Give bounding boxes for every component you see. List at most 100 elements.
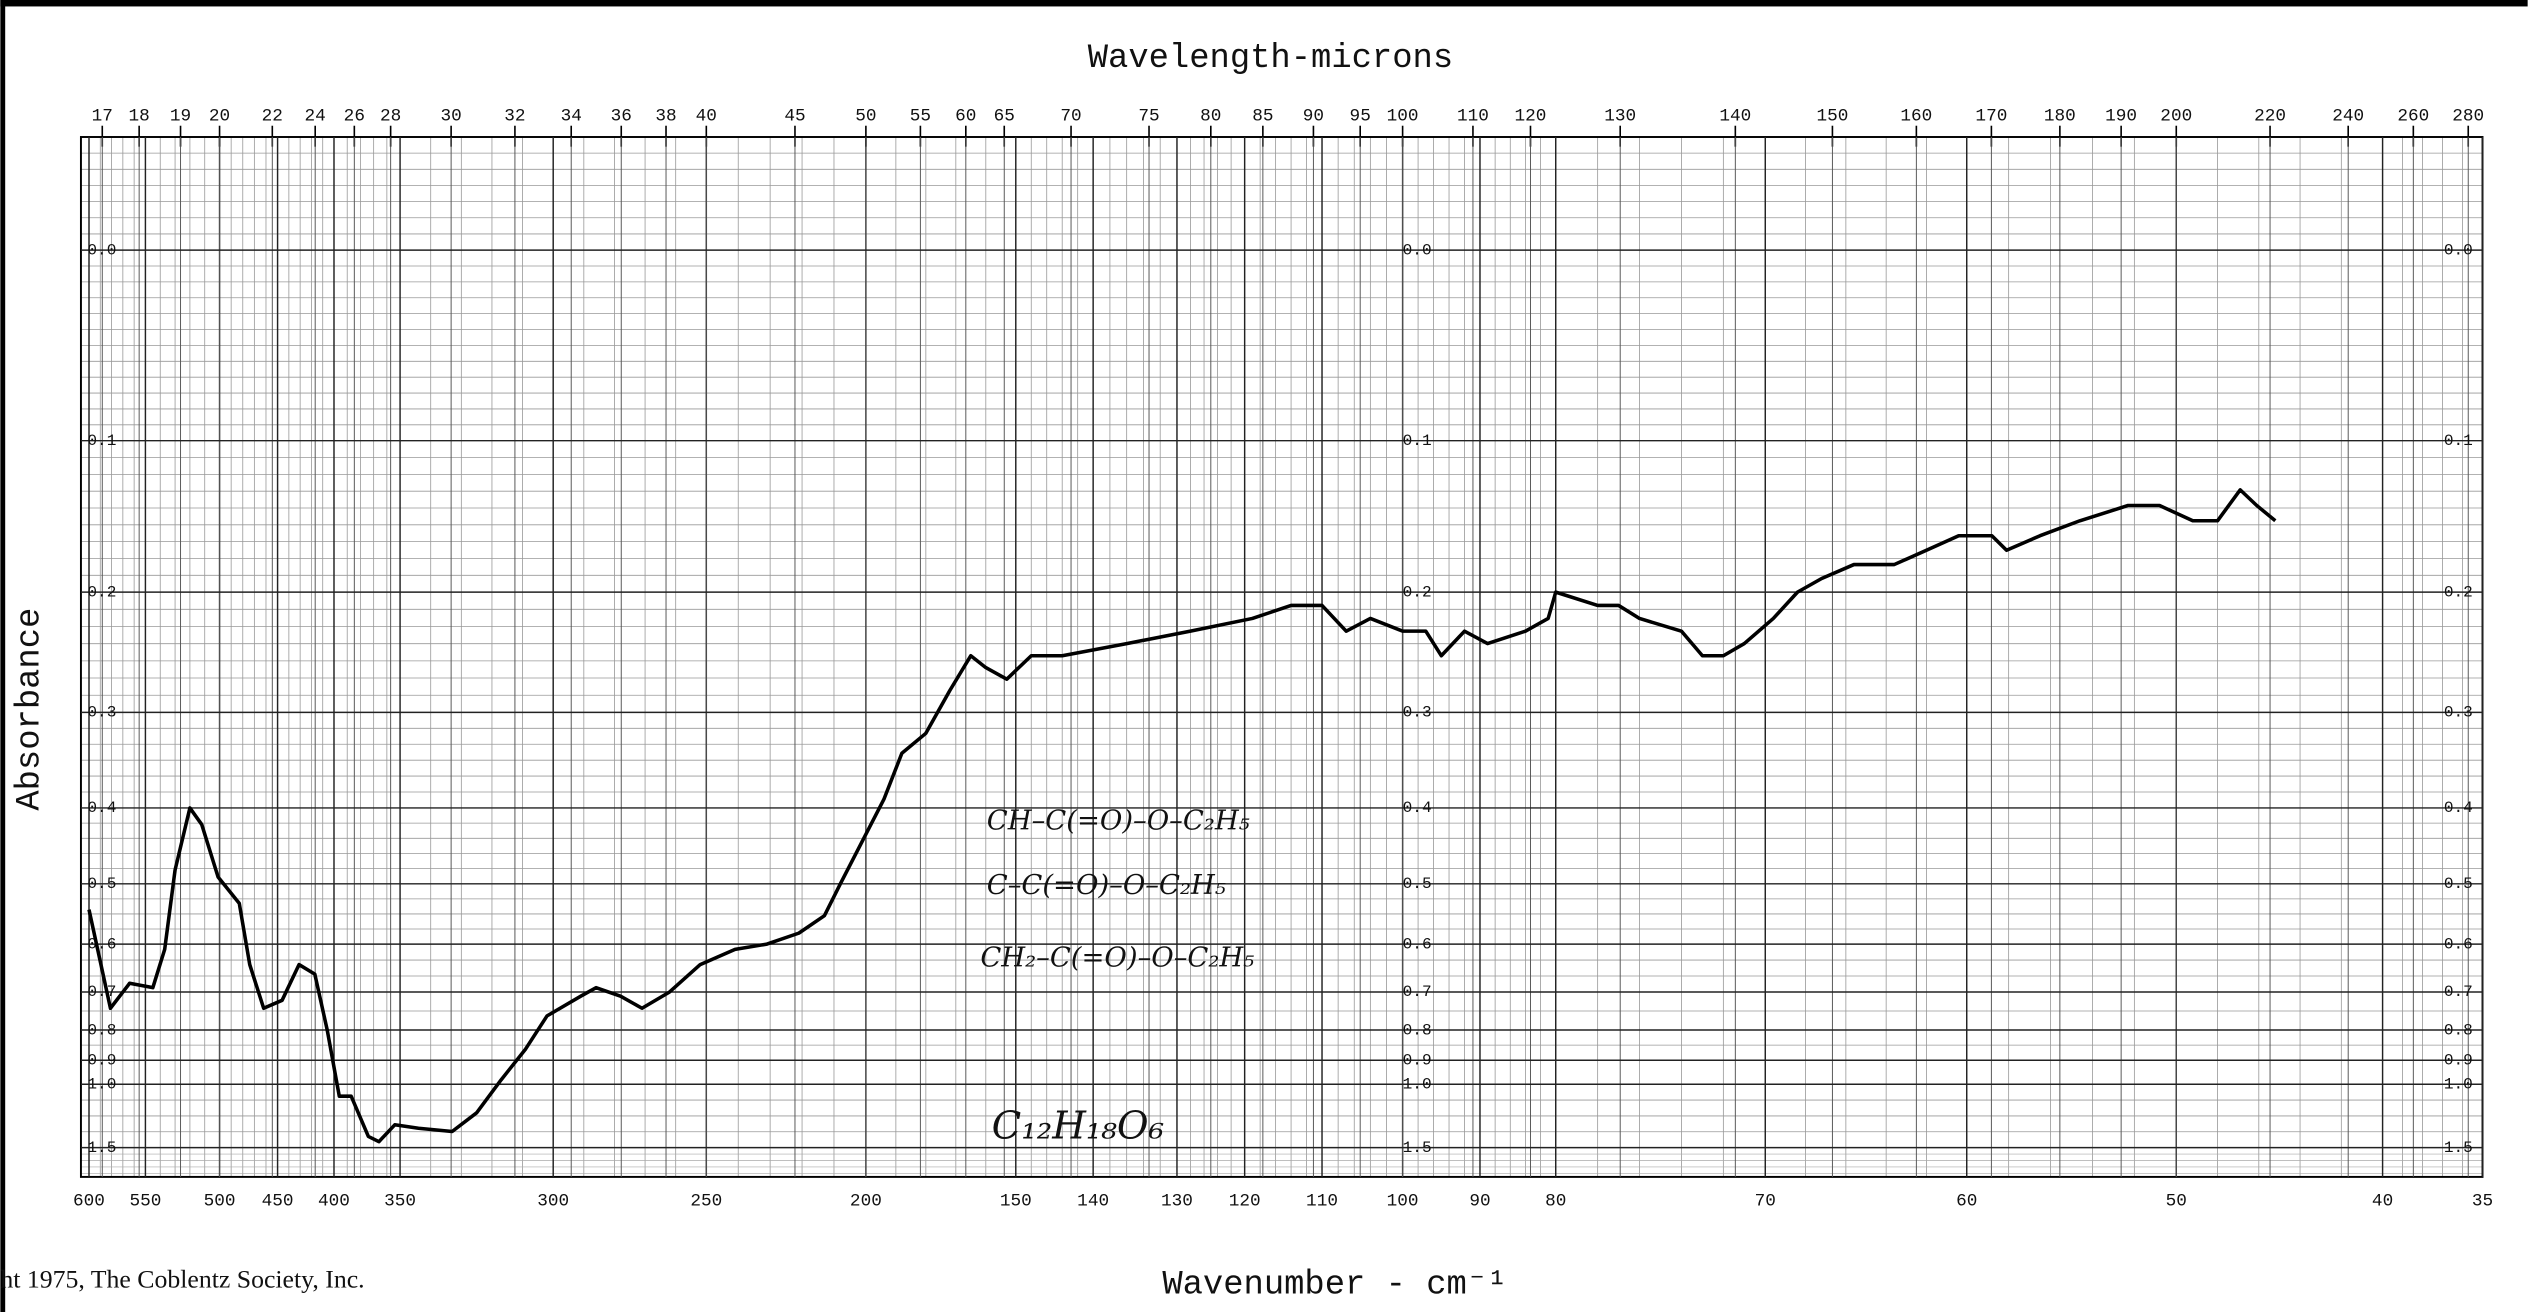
x-tick-label: 450: [262, 1191, 294, 1211]
y-tick-label: 0.4: [87, 799, 116, 817]
x-tick-label: 500: [204, 1191, 236, 1211]
top-tick-label: 120: [1515, 107, 1547, 127]
annotation: CH₂–C(=O)–O–C₂H₅: [980, 943, 1254, 974]
top-tick-label: 50: [855, 107, 876, 127]
x-tick-label: 70: [1755, 1191, 1776, 1211]
top-tick-label: 190: [2105, 107, 2137, 127]
top-tick-label: 100: [1387, 107, 1419, 127]
y-tick-label: 0.5: [87, 875, 116, 893]
x-tick-label: 130: [1161, 1191, 1193, 1211]
top-tick-label: 80: [1200, 107, 1221, 127]
x-tick-label: 120: [1229, 1191, 1261, 1211]
top-tick-label: 140: [1719, 107, 1751, 127]
top-tick-label: 170: [1975, 107, 2007, 127]
top-tick-label: 240: [2332, 107, 2364, 127]
y-tick-label: 0.1: [87, 432, 116, 450]
y-tick-label: 1.0: [2444, 1075, 2473, 1093]
x-tick-label: 200: [850, 1191, 882, 1211]
x-tick-label: 90: [1469, 1191, 1490, 1211]
y-tick-label: 1.0: [87, 1075, 116, 1093]
top-tick-label: 20: [209, 107, 230, 127]
x-tick-label: 300: [537, 1191, 569, 1211]
y-tick-label: 0.8: [1403, 1021, 1432, 1039]
y-tick-label: 0.6: [1403, 935, 1432, 953]
y-tick-label: 0.0: [1403, 241, 1432, 259]
scan-edge: [0, 0, 2528, 7]
spectrum-line: [87, 488, 2277, 1144]
x-tick-label: 50: [2166, 1191, 2187, 1211]
y-tick-label: 0.1: [1403, 432, 1432, 450]
annotation: C₁₂H₁₈O₆: [992, 1103, 1165, 1148]
y-tick-label: 1.5: [1403, 1139, 1432, 1157]
chart-title: Wavelength-microns: [1088, 40, 1453, 78]
marks: [87, 488, 2277, 1144]
top-tick-label: 28: [380, 107, 401, 127]
y-tick-label: 0.5: [1403, 875, 1432, 893]
y-tick-label: 0.4: [2444, 799, 2473, 817]
y-tick-label: 0.1: [2444, 432, 2473, 450]
top-tick-label: 70: [1060, 107, 1081, 127]
y-tick-label: 0.2: [1403, 583, 1432, 601]
top-tick-label: 180: [2044, 107, 2076, 127]
x-tick-label: 35: [2472, 1191, 2493, 1211]
x-tick-label: 80: [1545, 1191, 1566, 1211]
y-tick-label: 0.8: [87, 1021, 116, 1039]
top-tick-label: 260: [2397, 107, 2429, 127]
y-tick-label: 0.2: [2444, 583, 2473, 601]
top-tick-label: 90: [1303, 107, 1324, 127]
x-tick-label: 40: [2372, 1191, 2393, 1211]
y-tick-label: 1.5: [2444, 1139, 2473, 1157]
top-tick-label: 55: [910, 107, 931, 127]
y-tick-label: 0.6: [87, 935, 116, 953]
x-tick-label: 350: [384, 1191, 416, 1211]
grid: 600 550 500 450 400 350 300 250 200 150 140 130 120 1…: [73, 107, 2493, 1212]
copyright: ht 1975, The Coblentz Society, Inc.: [0, 1264, 364, 1293]
y-tick-label: 0.7: [1403, 983, 1432, 1001]
top-tick-label: 200: [2160, 107, 2192, 127]
top-tick-label: 36: [611, 107, 632, 127]
y-tick-label: 0.7: [2444, 983, 2473, 1001]
top-tick-label: 130: [1604, 107, 1636, 127]
x-tick-label: 110: [1306, 1191, 1338, 1211]
y-tick-label: 0.5: [2444, 875, 2473, 893]
x-tick-label: 550: [129, 1191, 161, 1211]
y-axis-label: Absorbance: [11, 608, 49, 811]
y-tick-label: 0.8: [2444, 1021, 2473, 1039]
y-tick-label: 0.0: [2444, 241, 2473, 259]
top-tick-label: 24: [305, 107, 326, 127]
x-tick-label: 600: [73, 1191, 105, 1211]
top-tick-label: 60: [955, 107, 976, 127]
top-tick-label: 150: [1816, 107, 1848, 127]
x-tick-label: 100: [1387, 1191, 1419, 1211]
y-tick-label: 0.3: [87, 704, 116, 722]
annotation: CH–C(=O)–O–C₂H₅: [987, 806, 1250, 837]
scan-edge: [0, 0, 6, 1312]
top-tick-label: 34: [561, 107, 582, 127]
y-tick-label: 0.2: [87, 583, 116, 601]
top-tick-label: 110: [1457, 107, 1489, 127]
top-tick-label: 65: [994, 107, 1015, 127]
top-tick-label: 95: [1350, 107, 1371, 127]
y-tick-label: 1.5: [87, 1139, 116, 1157]
y-tick-label: 0.4: [1403, 799, 1432, 817]
top-tick-label: 75: [1138, 107, 1159, 127]
y-tick-label: 0.6: [2444, 935, 2473, 953]
top-tick-label: 85: [1252, 107, 1273, 127]
y-tick-label: 0.7: [87, 983, 116, 1001]
top-tick-label: 220: [2254, 107, 2286, 127]
x-tick-label: 60: [1956, 1191, 1977, 1211]
top-tick-label: 45: [784, 107, 805, 127]
y-tick-label: 0.3: [2444, 704, 2473, 722]
y-tick-label: 0.9: [87, 1051, 116, 1069]
x-tick-label: 250: [690, 1191, 722, 1211]
x-tick-label: 150: [1000, 1191, 1032, 1211]
x-axis-label: Wavenumber - cm⁻¹: [1162, 1267, 1507, 1305]
top-tick-label: 38: [655, 107, 676, 127]
y-tick-label: 1.0: [1403, 1075, 1432, 1093]
top-tick-label: 22: [262, 107, 283, 127]
top-tick-label: 30: [440, 107, 461, 127]
annotation: C–C(=O)–O–C₂H₅: [987, 870, 1226, 901]
